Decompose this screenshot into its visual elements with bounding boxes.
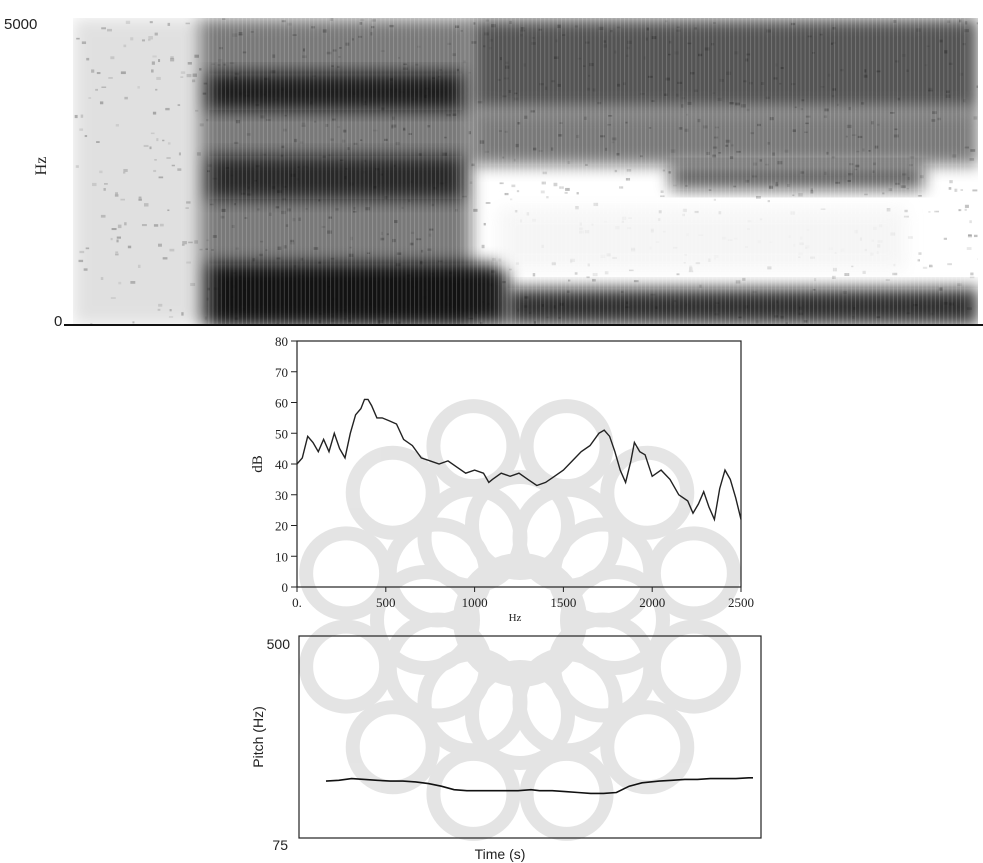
spectrum-xtick-label: 500 xyxy=(376,595,396,610)
spectrogram-region-2 xyxy=(208,73,463,111)
spectrum-xtick-label: 2000 xyxy=(639,595,665,610)
spectrum-ytick-label: 60 xyxy=(275,396,288,411)
spectrum-xlabel: Hz xyxy=(509,612,522,624)
spectrogram-ytick-bottom: 0 xyxy=(54,313,62,330)
spectrogram-region-8 xyxy=(670,165,924,190)
spectrum-ylabel: dB xyxy=(250,455,266,473)
spectrum-ytick-label: 30 xyxy=(275,488,288,503)
spectrogram-ytick-top: 5000 xyxy=(4,16,37,33)
spectrum-ytick-label: 40 xyxy=(275,457,288,472)
spectrum-ytick-label: 80 xyxy=(275,334,288,349)
spectrum-xtick-label: 2500 xyxy=(728,595,754,610)
spectrum-xtick-label: 0. xyxy=(292,595,302,610)
spectrum-ytick-label: 70 xyxy=(275,365,288,380)
spectrogram-region-7 xyxy=(507,288,978,325)
spectrum-series-line xyxy=(296,398,742,522)
spectrogram-region-6 xyxy=(471,110,978,166)
spectrum-xtick-label: 1500 xyxy=(550,595,576,610)
pitch-ytick-top: 500 xyxy=(267,636,291,652)
spectrum-x-axis: 0. 500 1000 1500 2000 2500 xyxy=(292,587,754,610)
watermark-emblem xyxy=(299,399,741,841)
spectrum-ytick-label: 10 xyxy=(275,549,288,564)
pitch-xlabel: Time (s) xyxy=(475,846,526,862)
spectrum-ytick-label: 20 xyxy=(275,519,288,534)
pitch-ytick-bottom: 75 xyxy=(272,837,288,853)
pitch-ylabel: Pitch (Hz) xyxy=(250,706,266,767)
spectrogram-ylabel: Hz xyxy=(33,157,50,176)
pitch-series-line xyxy=(325,776,753,795)
spectrogram-glottal-pulses xyxy=(208,18,966,325)
spectrum-xtick-label: 1000 xyxy=(462,595,488,610)
spectrogram-panel: 5000 0 Hz xyxy=(4,16,983,330)
spectrogram-region-4 xyxy=(208,263,508,325)
pitch-plot-frame xyxy=(298,635,762,839)
spectrogram-energy xyxy=(73,18,978,325)
spectrogram-region-5 xyxy=(471,18,978,111)
spectrogram-region-3 xyxy=(208,156,463,200)
spectrum-y-axis: 0 10 20 30 40 50 60 70 80 xyxy=(275,334,297,595)
spectrum-ytick-label: 0 xyxy=(282,580,289,595)
spectrum-ytick-label: 50 xyxy=(275,426,288,441)
spectrogram-region-0 xyxy=(73,18,200,325)
pitch-panel: 500 75 Pitch (Hz) Time (s) xyxy=(250,635,762,862)
